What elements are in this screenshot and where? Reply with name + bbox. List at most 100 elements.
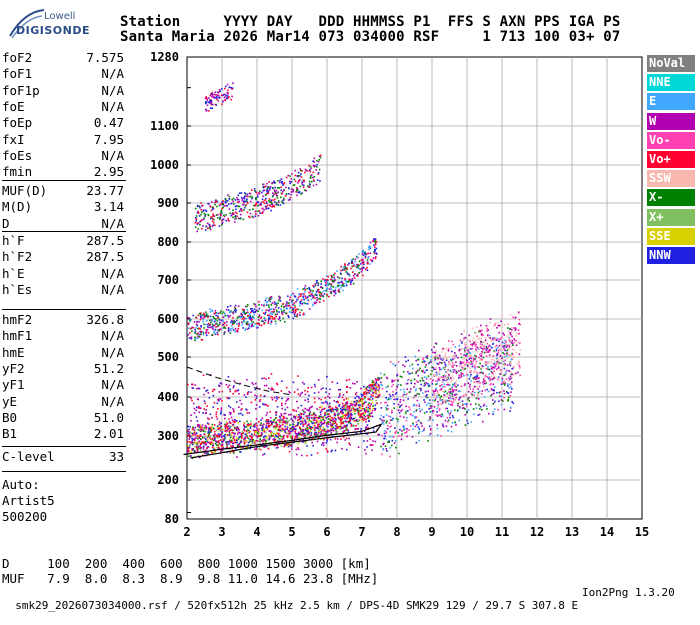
- trace-point: [197, 206, 199, 208]
- trace-point: [200, 443, 202, 445]
- trace-point: [494, 351, 496, 353]
- trace-point: [299, 312, 301, 314]
- trace-point: [314, 283, 316, 285]
- trace-point: [492, 374, 494, 376]
- trace-point: [315, 417, 317, 419]
- trace-point: [209, 205, 211, 207]
- trace-point: [298, 437, 300, 439]
- trace-point: [451, 431, 453, 433]
- trace-point: [439, 373, 441, 375]
- trace-point: [281, 436, 283, 438]
- trace-point: [383, 423, 385, 425]
- trace-point: [280, 190, 282, 192]
- trace-point: [371, 394, 373, 396]
- trace-point: [338, 389, 340, 391]
- trace-point: [440, 377, 442, 379]
- trace-point: [194, 438, 196, 440]
- trace-point: [475, 345, 477, 347]
- trace-point: [243, 320, 245, 322]
- trace-point: [446, 384, 448, 386]
- trace-point: [292, 426, 294, 428]
- trace-point: [448, 412, 450, 414]
- trace-point: [229, 434, 231, 436]
- trace-point: [254, 434, 256, 436]
- trace-point: [317, 284, 319, 286]
- trace-point: [319, 180, 321, 182]
- trace-point: [479, 372, 481, 374]
- trace-point: [354, 383, 356, 385]
- trace-point: [212, 94, 214, 96]
- trace-point: [255, 210, 257, 212]
- trace-point: [518, 365, 520, 367]
- trace-point: [327, 426, 329, 428]
- trace-point: [287, 426, 289, 428]
- trace-point: [437, 372, 439, 374]
- trace-point: [498, 362, 500, 364]
- trace-point: [498, 364, 500, 366]
- trace-point: [416, 409, 418, 411]
- trace-point: [187, 450, 189, 452]
- trace-point: [233, 387, 235, 389]
- trace-point: [356, 419, 358, 421]
- trace-point: [406, 436, 408, 438]
- trace-point: [364, 253, 366, 255]
- trace-point: [277, 406, 279, 408]
- trace-point: [320, 298, 322, 300]
- trace-point: [232, 201, 234, 203]
- trace-point: [477, 414, 479, 416]
- trace-point: [271, 311, 273, 313]
- trace-point: [361, 400, 363, 402]
- trace-point: [334, 273, 336, 275]
- trace-point: [274, 199, 276, 201]
- trace-point: [454, 400, 456, 402]
- trace-point: [318, 159, 320, 161]
- trace-point: [217, 408, 219, 410]
- trace-point: [505, 371, 507, 373]
- trace-point: [424, 372, 426, 374]
- trace-point: [247, 311, 249, 313]
- trace-point: [350, 409, 352, 411]
- trace-point: [283, 421, 285, 423]
- trace-point: [252, 196, 254, 198]
- trace-point: [268, 319, 270, 321]
- trace-point: [269, 189, 271, 191]
- trace-point: [492, 403, 494, 405]
- trace-point: [346, 438, 348, 440]
- trace-point: [222, 429, 224, 431]
- trace-point: [207, 105, 209, 107]
- trace-point: [241, 433, 243, 435]
- trace-point: [369, 438, 371, 440]
- trace-point: [384, 433, 386, 435]
- trace-point: [361, 395, 363, 397]
- trace-point: [200, 209, 202, 211]
- trace-point: [394, 427, 396, 429]
- trace-point: [288, 443, 290, 445]
- trace-point: [221, 436, 223, 438]
- trace-point: [320, 428, 322, 430]
- trace-point: [264, 202, 266, 204]
- trace-point: [507, 364, 509, 366]
- trace-point: [268, 388, 270, 390]
- trace-point: [343, 394, 345, 396]
- trace-point: [276, 398, 278, 400]
- trace-point: [489, 322, 491, 324]
- trace-point: [271, 320, 273, 322]
- trace-point: [333, 276, 335, 278]
- trace-point: [289, 181, 291, 183]
- trace-point: [422, 358, 424, 360]
- trace-point: [198, 412, 200, 414]
- trace-point: [212, 324, 214, 326]
- trace-point: [469, 386, 471, 388]
- trace-point: [425, 366, 427, 368]
- trace-point: [272, 399, 274, 401]
- trace-point: [213, 395, 215, 397]
- trace-point: [250, 319, 252, 321]
- trace-point: [219, 421, 221, 423]
- trace-point: [442, 415, 444, 417]
- trace-point: [318, 432, 320, 434]
- trace-point: [320, 389, 322, 391]
- trace-point: [466, 406, 468, 408]
- trace-point: [451, 394, 453, 396]
- trace-point: [510, 346, 512, 348]
- trace-point: [249, 209, 251, 211]
